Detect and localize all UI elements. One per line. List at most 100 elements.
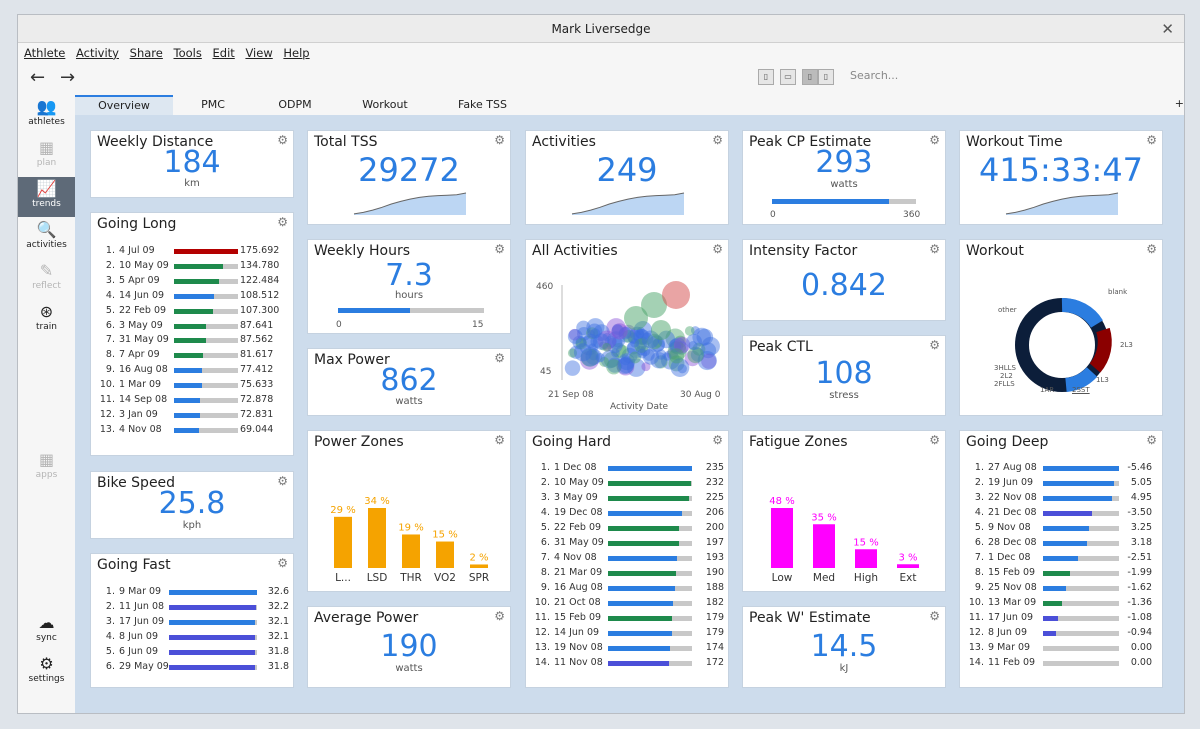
list-item[interactable]: 9. 16 Aug 08 188 — [532, 582, 724, 596]
list-item[interactable]: 2. 11 Jun 08 32.2 — [97, 601, 289, 615]
tile-peak-ctl[interactable]: Peak CTL ⚙ 108 stress — [742, 335, 946, 416]
list-item[interactable]: 4. 14 Jun 09 108.512 — [97, 290, 289, 304]
tile-total-tss[interactable]: Total TSS ⚙ 29272 — [307, 130, 511, 225]
gear-icon[interactable]: ⚙ — [277, 215, 288, 229]
gear-icon[interactable]: ⚙ — [277, 556, 288, 570]
tab-fake-tss[interactable]: Fake TSS — [458, 98, 507, 111]
list-item[interactable]: 2. 19 Jun 09 5.05 — [966, 477, 1158, 491]
tile-peak-w[interactable]: Peak W' Estimate ⚙ 14.5 kJ — [742, 606, 946, 688]
gear-icon[interactable]: ⚙ — [494, 351, 505, 365]
tile-intensity-factor[interactable]: Intensity Factor ⚙ 0.842 — [742, 239, 946, 321]
list-item[interactable]: 1. 9 Mar 09 32.6 — [97, 586, 289, 600]
layout-toggle-bottom-icon[interactable]: ▭ — [780, 69, 796, 85]
list-item[interactable]: 12. 14 Jun 09 179 — [532, 627, 724, 641]
gear-icon[interactable]: ⚙ — [712, 433, 723, 447]
gear-icon[interactable]: ⚙ — [929, 609, 940, 623]
menu-tools[interactable]: Tools — [173, 46, 202, 60]
list-item[interactable]: 7. 1 Dec 08 -2.51 — [966, 552, 1158, 566]
layout-toggle-sidebar-icon[interactable]: ▯ — [758, 69, 774, 85]
list-item[interactable]: 10. 21 Oct 08 182 — [532, 597, 724, 611]
list-item[interactable]: 9. 16 Aug 08 77.412 — [97, 364, 289, 378]
gear-icon[interactable]: ⚙ — [1146, 433, 1157, 447]
tile-workout-time[interactable]: Workout Time ⚙ 415:33:47 — [959, 130, 1163, 225]
list-item[interactable]: 9. 25 Nov 08 -1.62 — [966, 582, 1158, 596]
list-item[interactable]: 2. 10 May 09 134.780 — [97, 260, 289, 274]
tile-activities[interactable]: Activities ⚙ 249 — [525, 130, 729, 225]
menu-athlete[interactable]: Athlete — [24, 46, 66, 60]
gear-icon[interactable]: ⚙ — [494, 609, 505, 623]
list-item[interactable]: 13. 4 Nov 08 69.044 — [97, 424, 289, 438]
list-item[interactable]: 14. 11 Feb 09 0.00 — [966, 657, 1158, 671]
list-item[interactable]: 12. 3 Jan 09 72.831 — [97, 409, 289, 423]
sidebar-item-sync[interactable]: ☁ sync — [18, 611, 75, 651]
list-item[interactable]: 14. 11 Nov 08 172 — [532, 657, 724, 671]
list-item[interactable]: 5. 9 Nov 08 3.25 — [966, 522, 1158, 536]
back-arrow-icon[interactable]: ← — [30, 67, 46, 88]
menu-help[interactable]: Help — [283, 46, 310, 60]
gear-icon[interactable]: ⚙ — [929, 433, 940, 447]
tile-fatigue-zones[interactable]: Fatigue Zones ⚙ 48 % Low 35 % Med 15 % High 3 … — [742, 430, 946, 592]
gear-icon[interactable]: ⚙ — [277, 474, 288, 488]
list-item[interactable]: 5. 22 Feb 09 200 — [532, 522, 724, 536]
tile-bike-speed[interactable]: Bike Speed ⚙ 25.8 kph — [90, 471, 294, 539]
gear-icon[interactable]: ⚙ — [712, 133, 723, 147]
sidebar-item-apps[interactable]: ▦ apps — [18, 448, 75, 488]
close-icon[interactable]: ✕ — [1161, 20, 1174, 38]
menu-share[interactable]: Share — [129, 46, 163, 60]
list-item[interactable]: 4. 19 Dec 08 206 — [532, 507, 724, 521]
list-item[interactable]: 13. 19 Nov 08 174 — [532, 642, 724, 656]
gear-icon[interactable]: ⚙ — [929, 133, 940, 147]
tile-workout[interactable]: Workout ⚙ blank other 2L3 3HLLS 2L2 2FLL… — [959, 239, 1163, 416]
tile-weekly-distance[interactable]: Weekly Distance ⚙ 184 km — [90, 130, 294, 198]
list-item[interactable]: 11. 17 Jun 09 -1.08 — [966, 612, 1158, 626]
sidebar-item-settings[interactable]: ⚙ settings — [18, 652, 75, 692]
menu-edit[interactable]: Edit — [212, 46, 235, 60]
gear-icon[interactable]: ⚙ — [1146, 133, 1157, 147]
sidebar-item-train[interactable]: ⊛ train — [18, 300, 75, 340]
gear-icon[interactable]: ⚙ — [712, 242, 723, 256]
list-item[interactable]: 10. 1 Mar 09 75.633 — [97, 379, 289, 393]
list-item[interactable]: 8. 21 Mar 09 190 — [532, 567, 724, 581]
list-item[interactable]: 3. 5 Apr 09 122.484 — [97, 275, 289, 289]
list-item[interactable]: 13. 9 Mar 09 0.00 — [966, 642, 1158, 656]
tab-pmc[interactable]: PMC — [201, 98, 225, 111]
list-item[interactable]: 4. 8 Jun 09 32.1 — [97, 631, 289, 645]
gear-icon[interactable]: ⚙ — [929, 242, 940, 256]
list-item[interactable]: 8. 15 Feb 09 -1.99 — [966, 567, 1158, 581]
gear-icon[interactable]: ⚙ — [929, 338, 940, 352]
list-item[interactable]: 5. 6 Jun 09 31.8 — [97, 646, 289, 660]
layout-toggle-style-icon[interactable]: ▯ — [802, 69, 818, 85]
gear-icon[interactable]: ⚙ — [277, 133, 288, 147]
list-item[interactable]: 10. 13 Mar 09 -1.36 — [966, 597, 1158, 611]
tile-peak-cp[interactable]: Peak CP Estimate ⚙ 293 watts 0 360 — [742, 130, 946, 225]
sidebar-item-plan[interactable]: ▦ plan — [18, 136, 75, 176]
list-item[interactable]: 2. 10 May 09 232 — [532, 477, 724, 491]
list-item[interactable]: 6. 3 May 09 87.641 — [97, 320, 289, 334]
list-item[interactable]: 6. 28 Dec 08 3.18 — [966, 537, 1158, 551]
list-item[interactable]: 1. 4 Jul 09 175.692 — [97, 245, 289, 259]
menu-view[interactable]: View — [245, 46, 273, 60]
list-item[interactable]: 6. 31 May 09 197 — [532, 537, 724, 551]
tile-max-power[interactable]: Max Power ⚙ 862 watts — [307, 348, 511, 416]
tile-going-fast[interactable]: Going Fast ⚙ 1. 9 Mar 09 32.6 2. 11 Jun 08 32… — [90, 553, 294, 688]
list-item[interactable]: 7. 4 Nov 08 193 — [532, 552, 724, 566]
menu-activity[interactable]: Activity — [75, 46, 119, 60]
gear-icon[interactable]: ⚙ — [494, 242, 505, 256]
tile-power-zones[interactable]: Power Zones ⚙ 29 % L... 34 % LSD 19 % THR 15 %… — [307, 430, 511, 592]
tile-average-power[interactable]: Average Power ⚙ 190 watts — [307, 606, 511, 688]
list-item[interactable]: 6. 29 May 09 31.8 — [97, 661, 289, 675]
layout-toggle-right-icon[interactable]: ▯ — [818, 69, 834, 85]
list-item[interactable]: 1. 27 Aug 08 -5.46 — [966, 462, 1158, 476]
sidebar-item-athletes[interactable]: 👥 athletes — [18, 95, 75, 135]
list-item[interactable]: 11. 15 Feb 09 179 — [532, 612, 724, 626]
search-input[interactable]: Search... — [850, 69, 899, 82]
gear-icon[interactable]: ⚙ — [494, 133, 505, 147]
list-item[interactable]: 12. 8 Jun 09 -0.94 — [966, 627, 1158, 641]
tile-going-deep[interactable]: Going Deep ⚙ 1. 27 Aug 08 -5.46 2. 19 Jun 09… — [959, 430, 1163, 688]
list-item[interactable]: 1. 1 Dec 08 235 — [532, 462, 724, 476]
gear-icon[interactable]: ⚙ — [1146, 242, 1157, 256]
forward-arrow-icon[interactable]: → — [60, 67, 76, 88]
tile-going-long[interactable]: Going Long ⚙ 1. 4 Jul 09 175.692 2. 10 May 0… — [90, 212, 294, 456]
list-item[interactable]: 3. 3 May 09 225 — [532, 492, 724, 506]
list-item[interactable]: 4. 21 Dec 08 -3.50 — [966, 507, 1158, 521]
